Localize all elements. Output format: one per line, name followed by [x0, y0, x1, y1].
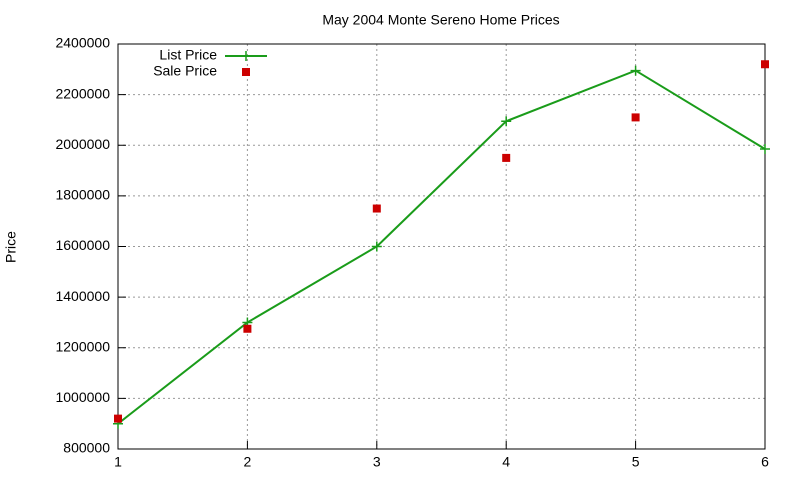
- y-tick-label: 2400000: [55, 35, 110, 51]
- y-tick-label: 2200000: [55, 85, 110, 101]
- y-axis-label: Price: [3, 231, 19, 263]
- point-marker: [114, 414, 122, 423]
- y-tick-label: 1600000: [55, 237, 110, 253]
- point-marker: [501, 116, 512, 127]
- point-marker: [631, 113, 640, 122]
- x-tick-label: 2: [244, 454, 252, 470]
- plot-frame: [117, 43, 766, 450]
- x-tick-label: 5: [632, 454, 640, 470]
- point-marker: [761, 60, 769, 69]
- series-line: [117, 69, 766, 425]
- y-tick-label: 1000000: [55, 389, 110, 405]
- legend-marker: [241, 51, 251, 61]
- legend-label: List Price: [159, 47, 217, 63]
- y-tick-label: 800000: [63, 440, 110, 456]
- point-marker: [243, 324, 252, 333]
- x-tick-label: 1: [114, 454, 122, 470]
- y-tick-label: 1200000: [55, 338, 110, 354]
- y-tick-label: 1400000: [55, 288, 110, 304]
- point-marker: [760, 144, 770, 155]
- legend-label: Sale Price: [153, 63, 217, 79]
- x-tick-label: 3: [373, 454, 381, 470]
- y-tick-label: 2000000: [55, 136, 110, 152]
- x-tick-label: 4: [502, 454, 510, 470]
- x-tick-label: 6: [761, 454, 769, 470]
- chart-title: May 2004 Monte Sereno Home Prices: [322, 12, 559, 28]
- point-marker: [630, 65, 641, 76]
- point-marker: [372, 204, 381, 213]
- point-marker: [502, 153, 511, 162]
- legend-marker: [242, 68, 250, 76]
- point-marker: [371, 241, 382, 252]
- y-tick-label: 1800000: [55, 187, 110, 203]
